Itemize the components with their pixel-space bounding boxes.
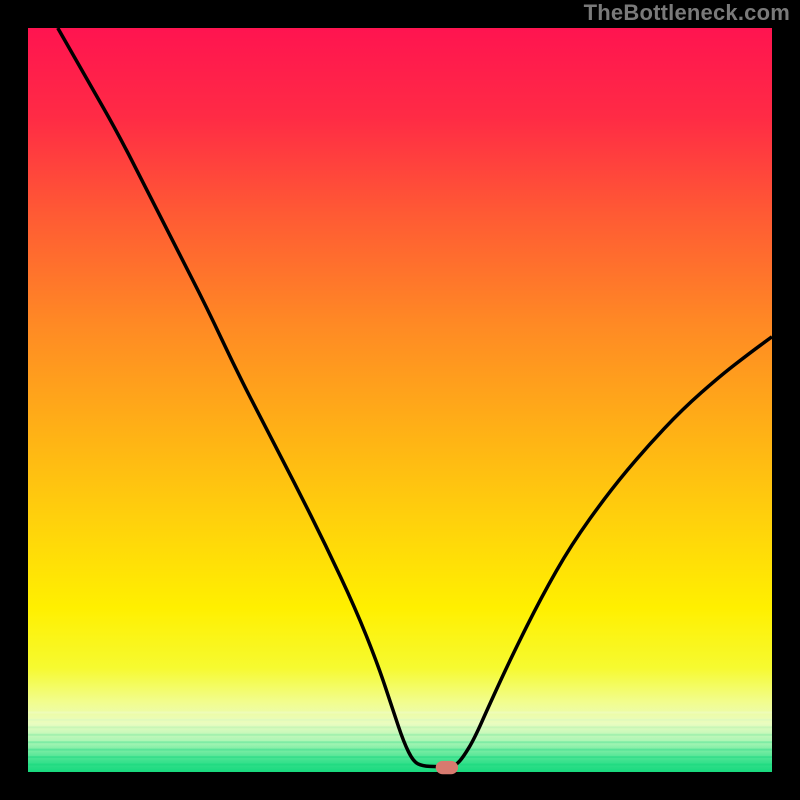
watermark-text: TheBottleneck.com <box>584 0 790 26</box>
bottleneck-chart <box>0 0 800 800</box>
chart-background-gradient <box>28 28 772 772</box>
bottleneck-marker <box>436 761 458 774</box>
